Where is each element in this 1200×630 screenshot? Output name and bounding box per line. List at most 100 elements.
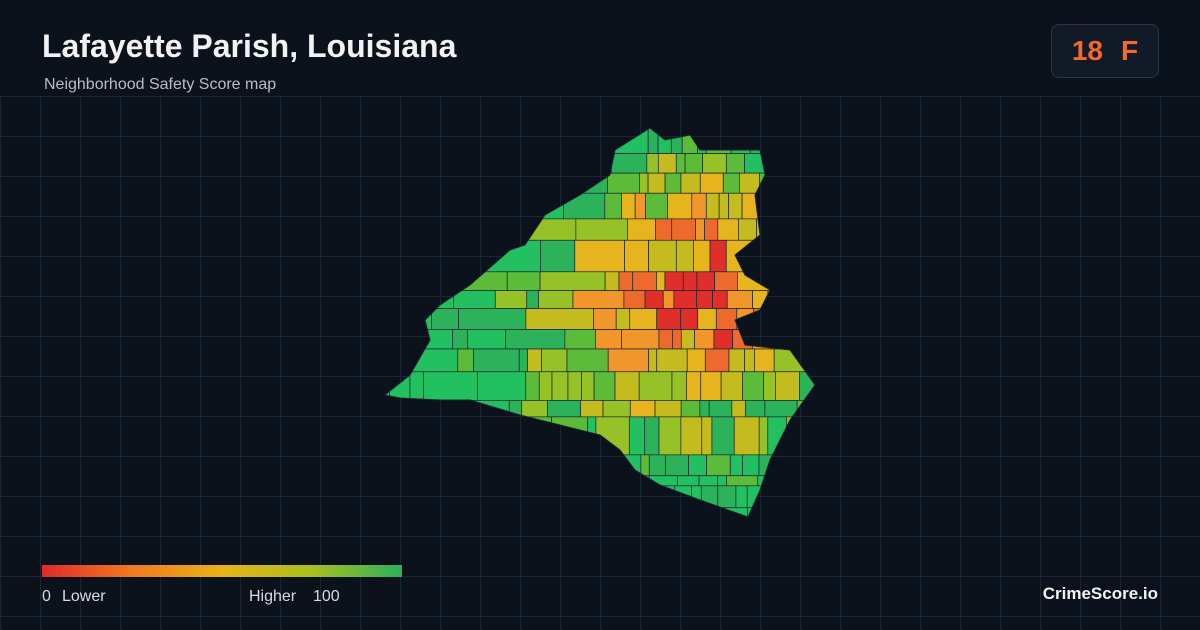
neighborhood [607,348,650,373]
neighborhood [567,371,582,401]
neighborhood [458,308,527,330]
neighborhood [385,192,402,220]
neighborhood [818,349,833,372]
neighborhood [756,239,787,273]
neighborhood [610,485,642,509]
neighborhood [629,400,656,418]
legend-min: 0 [42,588,51,605]
neighborhood [725,153,745,174]
neighborhood [538,371,553,401]
subtitle: Neighborhood Safety Score map [44,76,277,93]
neighborhood [701,416,713,456]
neighborhood [464,400,510,418]
neighborhood [791,271,809,292]
neighborhood [723,507,748,517]
neighborhood [805,507,815,517]
neighborhood [767,290,809,309]
neighborhood [505,329,566,350]
score-badge: 18 F [1051,24,1159,78]
neighborhood [448,507,535,517]
neighborhood [522,128,587,154]
neighborhood [780,475,805,487]
neighborhood [646,153,659,174]
neighborhood [628,416,646,456]
neighborhood [565,475,592,487]
neighborhood [533,507,566,517]
neighborhood [644,416,660,456]
neighborhood [720,371,743,401]
neighborhood [656,271,666,292]
neighborhood [733,416,760,456]
neighborhood [431,308,459,330]
neighborhood [551,371,569,401]
neighborhood [681,128,698,154]
neighborhood [753,308,781,330]
neighborhood [702,153,727,174]
neighborhood [749,128,765,154]
neighborhood [737,271,771,292]
neighborhood [704,218,719,241]
neighborhood [645,192,668,220]
neighborhood [564,329,596,350]
neighborhood [539,271,606,292]
neighborhood [664,172,682,194]
neighborhood [657,128,672,154]
neighborhood [477,371,527,401]
neighborhood [810,128,815,154]
neighborhood [648,239,677,273]
neighborhood [746,485,776,509]
neighborhood [647,128,659,154]
neighborhood [518,348,528,373]
neighborhood [385,371,390,401]
neighborhood [624,239,649,273]
neighborhood [632,271,657,292]
neighborhood [481,485,499,509]
neighborhood [680,172,701,194]
neighborhood [627,218,656,241]
neighborhood [763,128,792,154]
neighborhood [718,192,729,220]
neighborhood [434,271,508,292]
neighborhood [575,218,628,241]
neighborhood [698,475,718,487]
neighborhood [506,271,541,292]
neighborhood [802,308,815,330]
neighborhood [735,485,748,509]
neighborhood [566,348,609,373]
neighborhood [715,308,738,330]
brand: CrimeScore.io [1042,584,1158,603]
neighborhood [757,475,782,487]
neighborhood [540,239,576,273]
neighborhood [697,308,717,330]
neighborhood [657,153,677,174]
neighborhood [590,475,624,487]
neighborhood [738,218,757,241]
neighborhood [587,416,597,456]
neighborhoods [385,128,833,517]
neighborhood [385,507,450,517]
neighborhood [680,329,695,350]
neighborhood [580,400,604,418]
neighborhood [400,192,499,220]
legend-max: 100 [313,588,340,605]
neighborhood [639,172,649,194]
neighborhood [653,507,665,517]
neighborhood [448,218,522,241]
neighborhood [790,128,812,154]
neighborhood [662,290,675,309]
neighborhood [504,416,520,456]
neighborhood [664,454,689,477]
neighborhood [725,239,758,273]
neighborhood [671,371,687,401]
neighborhood [742,371,765,401]
neighborhood [469,416,506,456]
neighborhood [609,507,654,517]
neighborhood [775,329,794,350]
neighborhood [467,329,507,350]
neighborhood [385,172,470,194]
neighborhood [671,218,697,241]
neighborhood [518,485,538,509]
neighborhood [763,371,776,401]
neighborhood [699,400,710,418]
